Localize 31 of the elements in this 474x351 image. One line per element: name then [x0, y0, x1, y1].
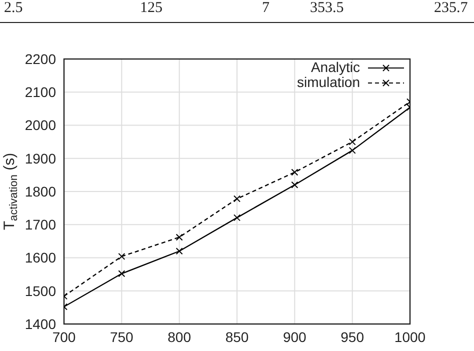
- point: [118, 270, 126, 278]
- point: [348, 138, 356, 146]
- y-tick-label: 1500: [24, 282, 56, 299]
- point: [348, 146, 356, 154]
- x-tick-label: 950: [340, 328, 364, 345]
- x-tick-label: 1000: [394, 328, 426, 345]
- text: 125: [140, 0, 162, 17]
- x-tick-label: 850: [225, 328, 249, 345]
- point: [176, 248, 183, 255]
- y-tick-label: 2100: [24, 84, 56, 100]
- text: 235.7: [434, 0, 468, 17]
- y-tick-label: 1900: [24, 150, 56, 166]
- y-tick-label: 1600: [24, 250, 56, 266]
- point: [118, 252, 126, 260]
- text: 7: [262, 0, 270, 17]
- point: [291, 168, 298, 176]
- point: [234, 214, 240, 222]
- text: 2.5: [4, 0, 23, 17]
- y-tick-label: 1800: [24, 183, 56, 200]
- point: [176, 234, 183, 241]
- point: [234, 195, 240, 202]
- text: 353.5: [310, 0, 344, 17]
- y-tick-label: 2200: [24, 50, 56, 67]
- x-tick-label: 900: [282, 328, 307, 345]
- legend-label: Analytic: [310, 59, 360, 75]
- legend-label: simulation: [296, 74, 360, 90]
- y-tick-label: 2000: [24, 117, 56, 134]
- x-tick-label: 800: [168, 328, 192, 345]
- point: [291, 181, 298, 188]
- y-tick-label: 1700: [24, 216, 56, 233]
- x-tick-label: 750: [110, 328, 134, 345]
